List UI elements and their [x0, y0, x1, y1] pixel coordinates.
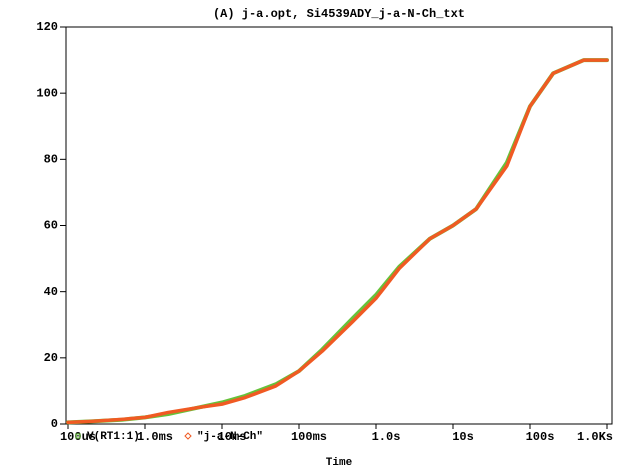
marker	[75, 433, 81, 439]
y-tick-label: 120	[36, 20, 58, 34]
y-tick-label: 60	[44, 219, 58, 233]
x-tick-label: 10ms	[218, 430, 247, 444]
legend-label: "j-a-N-Ch"	[197, 431, 263, 443]
y-tick-label: 40	[44, 285, 58, 299]
x-tick-label: 1.0Ks	[577, 430, 613, 444]
marker	[184, 432, 192, 440]
x-tick-label: 1.0s	[372, 430, 401, 444]
data-line	[66, 58, 609, 425]
x-tick-label: 100s	[526, 430, 555, 444]
y-tick-label: 0	[51, 417, 58, 431]
x-tick-label: 10s	[452, 430, 474, 444]
x-tick-label: 100us	[60, 430, 96, 444]
y-tick-label: 100	[36, 86, 58, 100]
chart-title: (A) j-a.opt, Si4539ADY_j-a-N-Ch_txt	[213, 7, 465, 21]
x-axis-label: Time	[326, 457, 353, 469]
y-tick-label: 80	[44, 153, 58, 167]
x-tick-label: 1.0ms	[137, 430, 173, 444]
y-tick-label: 20	[44, 351, 58, 365]
legend-label: V(RT1:1)	[87, 431, 140, 443]
x-tick-label: 100ms	[291, 430, 327, 444]
